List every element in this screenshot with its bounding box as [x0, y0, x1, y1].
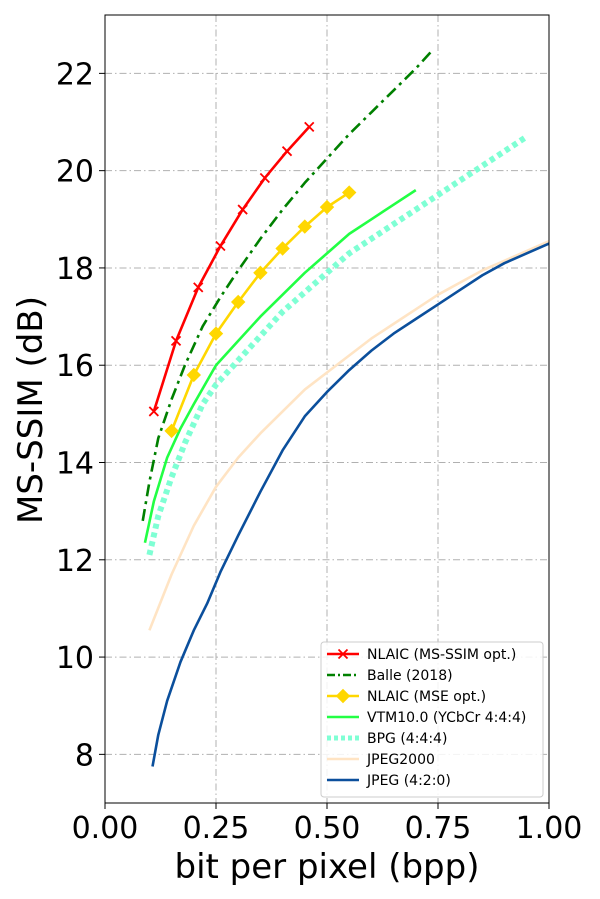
- series-0-point: [170, 335, 182, 347]
- ticks: 0.00 0.25 0.50 0.75 1.00 8 10 12 14 16 18 20 22: [56, 57, 583, 846]
- y-tick-label: 22: [56, 57, 94, 92]
- series-0-point: [193, 282, 204, 293]
- legend-box: [320, 641, 544, 798]
- y-tick-label: 8: [75, 738, 94, 773]
- x-tick-label: 0.25: [183, 811, 250, 846]
- series-0-point: [215, 240, 226, 252]
- y-tick-label: 12: [56, 544, 94, 579]
- series-line-5: [148, 239, 549, 631]
- x-tick-label: 0.75: [405, 811, 472, 846]
- series-line-0: [152, 126, 311, 412]
- series-0-point: [281, 146, 293, 157]
- y-tick-label: 14: [56, 447, 94, 482]
- legend-marker: [335, 688, 351, 704]
- y-tick-label: 18: [56, 252, 94, 287]
- legend: NLAIC (MS-SSIM opt.) Balle (2018) NLAIC (M…: [320, 641, 544, 798]
- x-tick-label: 1.00: [516, 811, 583, 846]
- legend-marker: [337, 648, 349, 660]
- series-0-point: [237, 204, 248, 215]
- series-line-1: [141, 48, 435, 522]
- x-tick-label: 0.50: [294, 811, 361, 846]
- series-2-point: [186, 367, 202, 383]
- x-tick-label: 0.00: [72, 811, 139, 846]
- legend-label: VTM10.0 (YCbCr 4:4:4): [367, 710, 526, 726]
- legend-label: NLAIC (MS-SSIM opt.): [367, 647, 516, 663]
- legend-label: BPG (4:4:4): [367, 731, 447, 747]
- series-2-point: [164, 423, 179, 439]
- y-tick-label: 20: [56, 155, 94, 190]
- y-tick-label: 10: [56, 641, 94, 676]
- series-0-point: [304, 121, 315, 133]
- series-2-point: [341, 185, 357, 200]
- legend-label: Balle (2018): [367, 668, 453, 684]
- legend-label: NLAIC (MSE opt.): [367, 689, 486, 705]
- series-0-point: [259, 172, 270, 184]
- y-axis-label: MS-SSIM (dB): [11, 296, 51, 524]
- series-2-point: [319, 199, 335, 215]
- series-line-6: [151, 242, 549, 767]
- series-line-4: [146, 134, 529, 556]
- marker-layer: [148, 121, 357, 439]
- legend-label: JPEG (4:2:0): [366, 773, 451, 789]
- series-2-point: [275, 241, 290, 256]
- series-0-point: [148, 406, 159, 417]
- series-line-3: [143, 189, 417, 544]
- series-2-point: [253, 265, 268, 281]
- series-2-point: [208, 326, 224, 341]
- y-tick-label: 16: [56, 349, 94, 384]
- series-2-point: [230, 294, 246, 310]
- legend-label: JPEG2000: [366, 752, 435, 768]
- x-axis-label: bit per pixel (bpp): [174, 847, 479, 887]
- series-2-point: [297, 219, 313, 234]
